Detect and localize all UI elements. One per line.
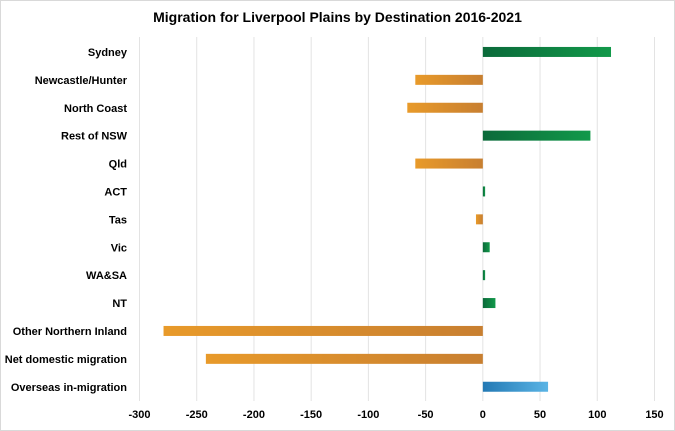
- category-label: Other Northern Inland: [13, 326, 127, 338]
- category-label: NT: [112, 298, 127, 310]
- category-label: Overseas in-migration: [11, 382, 127, 394]
- category-label: ACT: [104, 186, 127, 198]
- x-tick-label: -250: [186, 409, 208, 421]
- category-label: WA&SA: [86, 270, 127, 282]
- bar: [482, 381, 549, 392]
- bar: [482, 242, 490, 253]
- bar: [163, 325, 483, 336]
- category-label: North Coast: [64, 103, 127, 115]
- x-tick-label: -200: [243, 409, 265, 421]
- bar: [482, 130, 591, 141]
- bar: [482, 298, 496, 309]
- x-tick-label: 100: [588, 409, 606, 421]
- category-label: Newcastle/Hunter: [35, 75, 128, 87]
- bar: [482, 270, 486, 281]
- category-label: Tas: [109, 214, 127, 226]
- x-tick-label: -150: [300, 409, 322, 421]
- chart-title: Migration for Liverpool Plains by Destin…: [153, 9, 522, 25]
- x-tick-label: 0: [480, 409, 486, 421]
- category-label: Vic: [111, 242, 127, 254]
- bar: [482, 186, 486, 197]
- category-label: Sydney: [88, 47, 128, 59]
- bar: [205, 353, 483, 364]
- x-tick-labels: -300 -250 -200 -150 -100 -50 0 50 100 150: [128, 409, 663, 421]
- category-label: Qld: [109, 159, 127, 171]
- category-labels: Sydney Newcastle/Hunter North Coast Rest of…: [5, 47, 128, 394]
- bar: [407, 102, 483, 113]
- bars: [163, 46, 612, 392]
- bar: [415, 74, 483, 85]
- bar: [482, 46, 612, 57]
- category-label: Net domestic migration: [5, 354, 128, 366]
- x-tick-label: 150: [645, 409, 663, 421]
- bar: [415, 158, 483, 169]
- x-tick-label: -300: [128, 409, 150, 421]
- gridlines: [139, 37, 655, 401]
- x-tick-label: 50: [534, 409, 546, 421]
- x-tick-label: -50: [418, 409, 434, 421]
- bar: [475, 214, 483, 225]
- category-label: Rest of NSW: [61, 131, 128, 143]
- x-tick-label: -100: [357, 409, 379, 421]
